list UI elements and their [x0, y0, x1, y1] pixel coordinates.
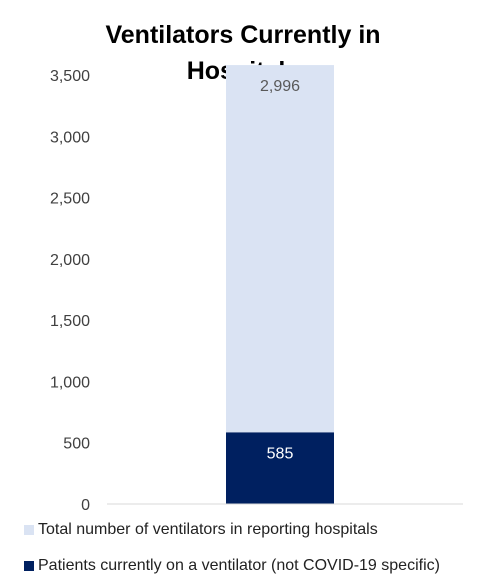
legend-label-patients: Patients currently on a ventilator (not … [38, 557, 440, 574]
y-tick-label: 1,000 [50, 374, 90, 391]
y-tick-label: 3,000 [50, 129, 90, 146]
y-tick-label: 3,500 [50, 68, 90, 85]
bar-segment-1 [226, 65, 334, 433]
legend-swatch-total [24, 525, 34, 535]
y-tick-label: 500 [63, 436, 90, 453]
y-tick-label: 2,500 [50, 191, 90, 208]
y-axis: 0 500 1,000 1,500 2,000 2,500 3,000 3,500 [50, 68, 90, 514]
legend-label-total: Total number of ventilators in reporting… [38, 521, 378, 538]
data-label-1: 2,996 [260, 78, 300, 95]
y-tick-label: 2,000 [50, 252, 90, 269]
legend-item-patients: Patients currently on a ventilator (not … [24, 557, 440, 575]
y-tick-label: 0 [81, 497, 90, 514]
y-tick-label: 1,500 [50, 313, 90, 330]
legend-item-total: Total number of ventilators in reporting… [24, 521, 378, 539]
legend-swatch-patients [24, 561, 34, 571]
chart-title-line-1: Ventilators Currently in [105, 21, 380, 49]
data-label-0: 585 [267, 445, 294, 462]
bars: 585 2,996 [226, 65, 334, 504]
bar-segment-0 [226, 432, 334, 504]
